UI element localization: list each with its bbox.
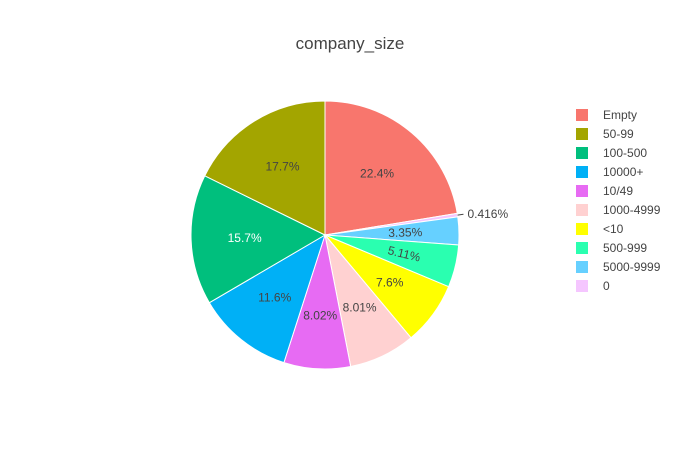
legend-label: 10/49 — [603, 183, 634, 198]
legend-item-1000-4999[interactable]: 1000-4999 — [576, 200, 660, 219]
pie-slice-50-99[interactable] — [204, 100, 326, 236]
legend-item-500-999[interactable]: 500-999 — [576, 238, 660, 257]
pie-slice-100-500[interactable] — [190, 175, 327, 304]
legend-label: 50-99 — [603, 126, 634, 141]
legend-swatch — [576, 146, 588, 159]
legend-label: 500-999 — [603, 240, 648, 255]
legend-label: 0 — [603, 278, 610, 293]
slice-label-empty: 22.4% — [360, 167, 394, 181]
legend-swatch — [576, 279, 588, 292]
slice-label-100-500: 15.7% — [228, 231, 262, 245]
legend-item-5000-9999[interactable]: 5000-9999 — [576, 257, 660, 276]
legend-swatch — [576, 165, 588, 178]
legend-label: <10 — [603, 221, 624, 236]
legend-item-10[interactable]: <10 — [576, 219, 660, 238]
slice-label-0: 0.416% — [467, 207, 508, 221]
slice-label-1000-4999: 8.01% — [343, 301, 377, 315]
slice-label-5000-9999: 3.35% — [388, 225, 423, 240]
legend-label: 100-500 — [603, 145, 648, 160]
legend-item-50-99[interactable]: 50-99 — [576, 124, 660, 143]
legend-label: 5000-9999 — [603, 259, 661, 274]
legend-swatch — [576, 127, 588, 140]
legend-swatch — [576, 241, 588, 254]
legend-swatch — [576, 184, 588, 197]
legend-label: 1000-4999 — [603, 202, 661, 217]
slice-label-10000: 11.6% — [258, 291, 291, 305]
legend-swatch — [576, 108, 588, 121]
slice-label-10-49: 8.02% — [303, 308, 337, 322]
legend-swatch — [576, 203, 588, 216]
legend-item-0[interactable]: 0 — [576, 276, 660, 295]
legend-swatch — [576, 260, 588, 273]
legend-item-10000[interactable]: 10000+ — [576, 162, 660, 181]
legend-item-empty[interactable]: Empty — [576, 105, 660, 124]
pie-slice-10000[interactable] — [208, 233, 326, 364]
legend-label: Empty — [603, 107, 638, 122]
legend: Empty 50-99 100-500 10000+ 10/49 1000-4999 <10… — [576, 105, 660, 295]
legend-swatch — [576, 222, 588, 235]
slice-label-10: 7.6% — [376, 276, 404, 290]
legend-label: 10000+ — [603, 164, 644, 179]
legend-item-10-49[interactable]: 10/49 — [576, 181, 660, 200]
pie-slice-empty[interactable] — [324, 100, 458, 236]
slice-label-50-99: 17.7% — [266, 160, 300, 174]
chart-title: company_size — [295, 34, 405, 53]
legend-item-100-500[interactable]: 100-500 — [576, 143, 660, 162]
leader-line-0 — [457, 213, 464, 216]
